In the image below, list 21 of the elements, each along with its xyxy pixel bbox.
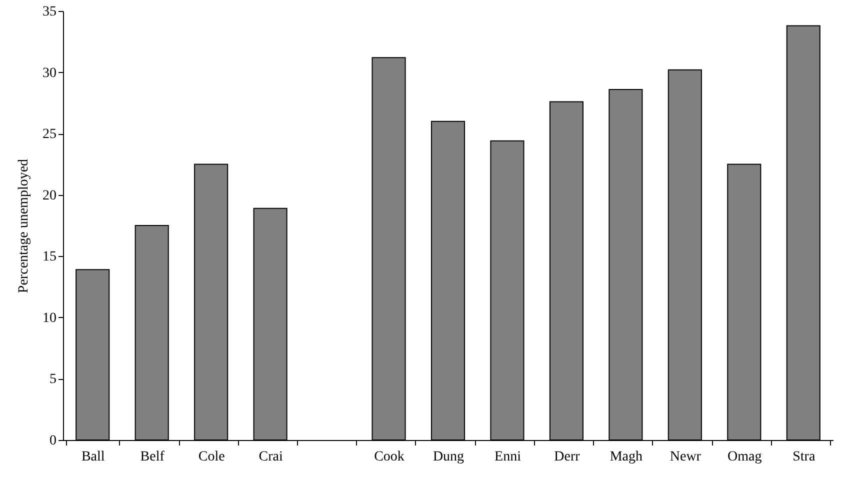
x-tick-label: Derr (554, 450, 580, 464)
y-tick-label: 15 (42, 250, 56, 265)
x-tick-label: Enni (494, 450, 522, 464)
y-tick-label: 35 (42, 4, 56, 20)
y-tick-label: 10 (42, 310, 56, 326)
y-axis-title: Percentage unemployed (16, 158, 32, 294)
y-tick-label: 25 (42, 127, 56, 142)
x-tick-label: Cole (198, 450, 225, 464)
x-tick-label: Newr (670, 450, 702, 464)
x-tick-label: Belf (140, 450, 165, 464)
y-tick-label: 30 (42, 66, 56, 81)
x-tick-label: Cook (374, 450, 404, 464)
x-tick-label: Stra (792, 450, 816, 464)
y-tick-label: 5 (50, 372, 56, 388)
x-tick-label: Magh (610, 450, 643, 464)
x-tick-label: Omag (728, 450, 762, 464)
x-tick-label: Ball (81, 450, 105, 464)
y-tick-label: 20 (42, 188, 56, 204)
x-tick-label: Crai (258, 450, 283, 464)
y-tick-label: 0 (50, 434, 56, 448)
x-tick-label: Dung (432, 450, 464, 464)
